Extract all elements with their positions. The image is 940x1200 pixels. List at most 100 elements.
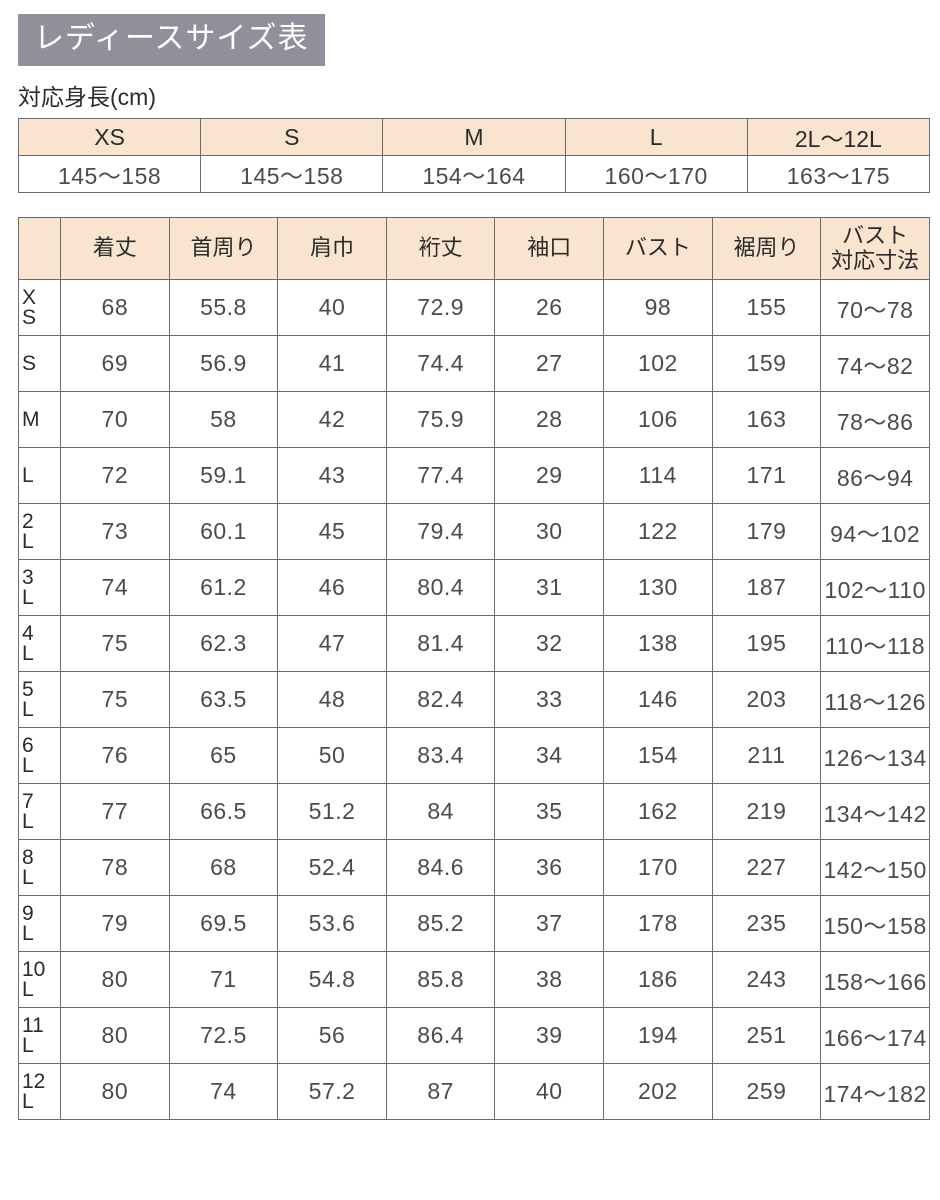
height-header-cell: L [564, 118, 748, 156]
measurement-cell: 80 [60, 951, 170, 1008]
size-label-cell: 6 L [17, 727, 62, 784]
measurement-cell: 38 [494, 951, 605, 1008]
measurement-cell: 251 [711, 1007, 822, 1064]
measurement-cell: 59.1 [168, 447, 279, 504]
measurement-cell: 80 [60, 1007, 170, 1064]
measurement-cell: 35 [494, 783, 605, 840]
measurement-table-body: X S 68 55.8 40 72.9 26 98 155 70～78 S 69 56.9 41 74.4… [17, 279, 930, 1120]
size-label-text: 11 L [22, 1013, 44, 1057]
measurement-cell: 75.9 [385, 391, 496, 448]
table-row: 12 L 80 74 57.2 87 40 202 259 174～182 [17, 1063, 930, 1120]
measurement-header-cell: 首周り [168, 217, 279, 280]
measurement-cell: 166～174 [820, 1007, 930, 1064]
measurement-cell: 146 [603, 671, 713, 728]
measurement-cell: 65 [168, 727, 279, 784]
size-label-cell: L [17, 447, 62, 504]
measurement-cell: 142～150 [820, 839, 930, 896]
size-label-text: 9 L [22, 901, 34, 945]
measurement-cell: 178 [603, 895, 713, 952]
measurement-cell: 36 [494, 839, 605, 896]
measurement-header-label: 裄丈 [418, 235, 463, 261]
measurement-cell: 33 [494, 671, 605, 728]
table-row: L 72 59.1 43 77.4 29 114 171 86～94 [17, 447, 930, 504]
measurement-cell: 71 [168, 951, 279, 1008]
measurement-cell: 83.4 [385, 727, 496, 784]
measurement-cell: 219 [711, 783, 822, 840]
measurement-cell: 186 [603, 951, 713, 1008]
measurement-cell: 62.3 [168, 615, 279, 672]
measurement-header-cell: 着丈 [60, 217, 170, 280]
table-row: X S 68 55.8 40 72.9 26 98 155 70～78 [17, 279, 930, 336]
measurement-cell: 134～142 [820, 783, 930, 840]
measurement-cell: 174～182 [820, 1063, 930, 1120]
measurement-cell: 94～102 [820, 503, 930, 560]
page-title: レディースサイズ表 [18, 14, 325, 66]
table-row: 4 L 75 62.3 47 81.4 32 138 195 110～118 [17, 615, 930, 672]
measurement-cell: 202 [603, 1063, 713, 1120]
size-label-text: 5 L [22, 677, 34, 721]
measurement-cell: 30 [494, 503, 605, 560]
table-row: 9 L 79 69.5 53.6 85.2 37 178 235 150～158 [17, 895, 930, 952]
measurement-cell: 53.6 [277, 895, 387, 952]
size-label-cell: 2 L [17, 503, 62, 560]
measurement-cell: 29 [494, 447, 605, 504]
measurement-header-label: 肩巾 [310, 235, 355, 261]
table-row: 7 L 77 66.5 51.2 84 35 162 219 134～142 [17, 783, 930, 840]
size-label-cell: 8 L [17, 839, 62, 896]
table-row: 5 L 75 63.5 48 82.4 33 146 203 118～126 [17, 671, 930, 728]
height-value-cell: 163～175 [746, 155, 931, 193]
table-row: 8 L 78 68 52.4 84.6 36 170 227 142～150 [17, 839, 930, 896]
measurement-table: 着丈 首周り 肩巾 裄丈 袖口 バスト 裾周り バスト 対応寸法 X S 68 55.8 40 72.… [17, 217, 930, 1120]
measurement-cell: 60.1 [168, 503, 279, 560]
measurement-cell: 130 [603, 559, 713, 616]
table-row: S 69 56.9 41 74.4 27 102 159 74～82 [17, 335, 930, 392]
height-value-cell: 145～158 [17, 155, 202, 193]
size-label-cell: 9 L [17, 895, 62, 952]
measurement-cell: 154 [603, 727, 713, 784]
measurement-cell: 75 [60, 615, 170, 672]
measurement-cell: 74～82 [820, 335, 930, 392]
measurement-cell: 41 [277, 335, 387, 392]
measurement-cell: 138 [603, 615, 713, 672]
measurement-cell: 58 [168, 391, 279, 448]
measurement-cell: 72.5 [168, 1007, 279, 1064]
measurement-cell: 187 [711, 559, 822, 616]
measurement-cell: 51.2 [277, 783, 387, 840]
measurement-header-cell: バスト 対応寸法 [820, 217, 930, 280]
measurement-header-label: 首周り [190, 235, 257, 261]
size-label-text: S [22, 351, 37, 375]
measurement-cell: 106 [603, 391, 713, 448]
measurement-cell: 179 [711, 503, 822, 560]
measurement-cell: 80 [60, 1063, 170, 1120]
measurement-cell: 63.5 [168, 671, 279, 728]
measurement-cell: 47 [277, 615, 387, 672]
measurement-cell: 114 [603, 447, 713, 504]
measurement-cell: 170 [603, 839, 713, 896]
size-label-cell: X S [17, 279, 62, 336]
measurement-cell: 118～126 [820, 671, 930, 728]
measurement-cell: 85.2 [385, 895, 496, 952]
size-label-text: M [22, 407, 40, 431]
measurement-cell: 194 [603, 1007, 713, 1064]
measurement-cell: 227 [711, 839, 822, 896]
measurement-cell: 126～134 [820, 727, 930, 784]
measurement-cell: 26 [494, 279, 605, 336]
measurement-cell: 79 [60, 895, 170, 952]
size-label-cell: 3 L [17, 559, 62, 616]
size-label-cell: 12 L [17, 1063, 62, 1120]
measurement-cell: 102～110 [820, 559, 930, 616]
measurement-cell: 61.2 [168, 559, 279, 616]
measurement-cell: 56.9 [168, 335, 279, 392]
table-row: 2 L 73 60.1 45 79.4 30 122 179 94～102 [17, 503, 930, 560]
measurement-cell: 75 [60, 671, 170, 728]
measurement-cell: 86～94 [820, 447, 930, 504]
measurement-cell: 43 [277, 447, 387, 504]
size-label-cell: M [17, 391, 62, 448]
measurement-cell: 155 [711, 279, 822, 336]
measurement-cell: 78～86 [820, 391, 930, 448]
measurement-cell: 74 [60, 559, 170, 616]
measurement-cell: 74 [168, 1063, 279, 1120]
measurement-cell: 40 [494, 1063, 605, 1120]
height-table-row: 145～158 145～158 154～164 160～170 163～175 [17, 155, 931, 193]
measurement-cell: 70 [60, 391, 170, 448]
